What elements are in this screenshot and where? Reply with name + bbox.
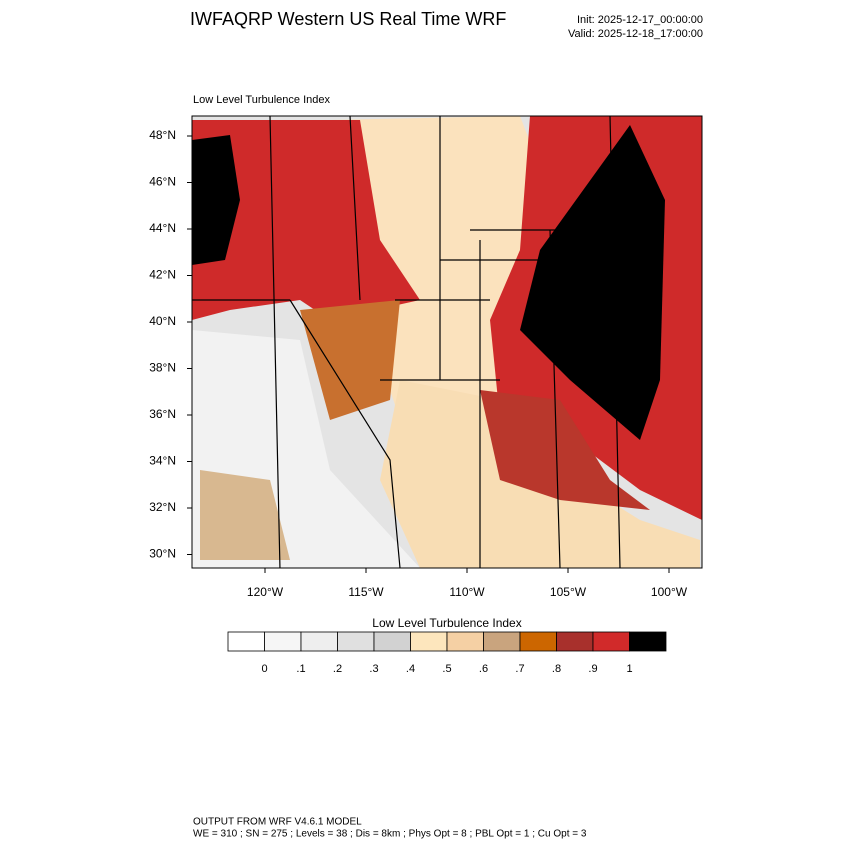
lat-label: 44°N [149, 221, 176, 235]
lat-label: 46°N [149, 175, 176, 189]
lat-label: 32°N [149, 500, 176, 514]
colorbar-label: .6 [479, 663, 488, 675]
colorbar-box [300, 631, 338, 652]
map-subtitle: Low Level Turbulence Index [193, 94, 330, 106]
colorbar-label: .3 [369, 663, 378, 675]
colorbar-box [629, 631, 667, 652]
footer-line: OUTPUT FROM WRF V4.6.1 MODEL [193, 817, 362, 828]
title: IWFAQRP Western US Real Time WRF [190, 9, 506, 29]
colorbar-box [373, 631, 411, 652]
colorbar-label: .9 [588, 663, 597, 675]
footer-line: WE = 310 ; SN = 275 ; Levels = 38 ; Dis … [193, 829, 587, 840]
state-borders [192, 116, 621, 568]
field-red-south [480, 390, 650, 510]
field-orange [300, 300, 400, 420]
lon-axis: 120°W 115°W 110°W 105°W 100°W [247, 568, 688, 599]
field-red-nw [192, 120, 420, 320]
valid-time: Valid: 2025-12-18_17:00:00 [568, 28, 703, 40]
colorbar-box [519, 631, 557, 652]
colorbar-label: .2 [333, 663, 342, 675]
colorbar: 0 .1 .2 .3 .4 .5 .6 .7 .8 .9 1 [227, 631, 667, 675]
colorbar-label: 1 [626, 663, 632, 675]
map-frame [191, 115, 703, 569]
lat-label: 40°N [149, 314, 176, 328]
lat-axis: 48°N 46°N 44°N 42°N 40°N 38°N 36°N 34°N 32°N 30°N [149, 128, 192, 561]
colorbar-label: 0 [261, 663, 267, 675]
colorbar-title: Low Level Turbulence Index [372, 616, 521, 630]
colorbar-label: .4 [406, 663, 415, 675]
lat-label: 48°N [149, 128, 176, 142]
colorbar-box [264, 631, 302, 652]
colorbar-label: .1 [296, 663, 305, 675]
lon-label: 115°W [348, 585, 384, 599]
lat-label: 38°N [149, 361, 176, 375]
lat-label: 30°N [149, 547, 176, 561]
colorbar-box [592, 631, 630, 652]
lat-label: 36°N [149, 407, 176, 421]
lat-label: 34°N [149, 454, 176, 468]
map-field [192, 116, 702, 568]
field-black-west [192, 135, 240, 265]
colorbar-label: .8 [552, 663, 561, 675]
init-time: Init: 2025-12-17_00:00:00 [577, 14, 703, 26]
colorbar-box [483, 631, 521, 652]
field-black-east [520, 125, 665, 440]
lon-label: 110°W [449, 585, 485, 599]
colorbar-box [227, 631, 265, 652]
lat-label: 42°N [149, 268, 176, 282]
colorbar-label: .7 [515, 663, 524, 675]
colorbar-label: .5 [442, 663, 451, 675]
lon-label: 105°W [550, 585, 587, 599]
colorbar-box [337, 631, 375, 652]
colorbar-box [446, 631, 484, 652]
field-tan [200, 470, 290, 560]
colorbar-box [410, 631, 448, 652]
lon-label: 100°W [651, 585, 688, 599]
colorbar-box [556, 631, 594, 652]
lon-label: 120°W [247, 585, 284, 599]
